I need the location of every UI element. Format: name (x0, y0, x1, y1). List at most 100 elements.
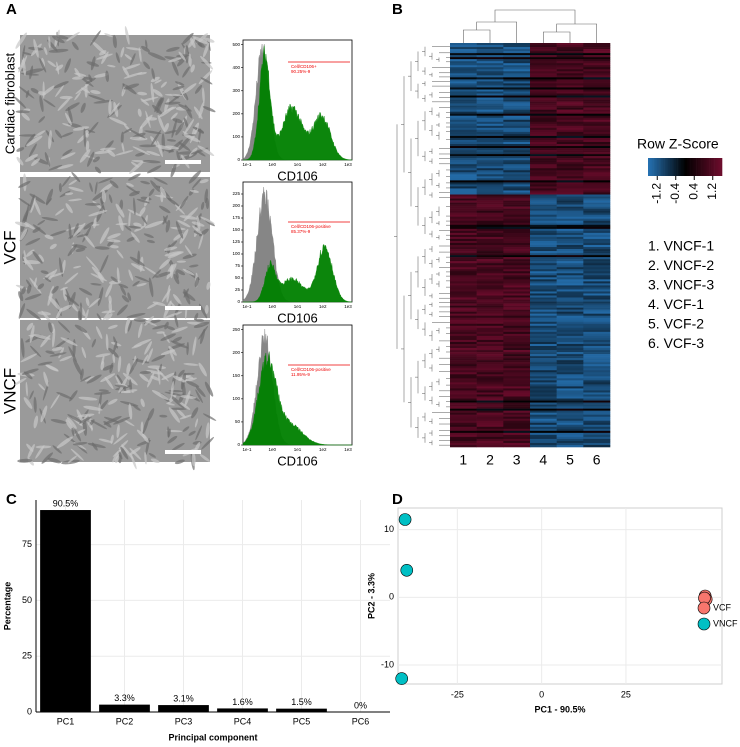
cell (151, 68, 155, 80)
heatmap-cell (530, 186, 557, 189)
heatmap-cell (530, 321, 557, 325)
heatmap-cell (556, 424, 584, 428)
heatmap-cell (503, 352, 531, 355)
heatmap-cell (450, 135, 477, 139)
heatmap-cell (503, 335, 531, 339)
heatmap-cell (583, 202, 611, 205)
heatmap-cell (530, 220, 557, 224)
cell (174, 204, 185, 215)
heatmap-cell (476, 438, 504, 442)
heatmap-cell (476, 188, 504, 191)
heatmap-cell (583, 150, 611, 153)
cell (194, 276, 200, 288)
heatmap-cell (556, 172, 584, 175)
heatmap-cell (530, 368, 557, 371)
heatmap-cell (503, 154, 531, 157)
heatmap-cell (503, 216, 531, 220)
cell (68, 346, 77, 363)
color-key (694, 158, 697, 176)
heatmap-cell (583, 162, 611, 165)
heatmap-cell (530, 125, 557, 129)
heatmap-cell (556, 129, 584, 133)
cell (86, 374, 102, 384)
heatmap-cell (530, 352, 557, 355)
cell (170, 163, 177, 178)
heatmap-cell (583, 170, 611, 173)
heatmap-cell (476, 164, 504, 167)
heatmap-cell (556, 125, 584, 129)
heatmap-cell (450, 242, 477, 246)
heatmap-cell (530, 414, 557, 417)
heatmap-cell (476, 83, 504, 86)
heatmap-cell (556, 43, 584, 46)
cell (52, 445, 62, 454)
cell (96, 53, 113, 60)
heatmap-cell (503, 160, 531, 163)
heatmap-cell (503, 131, 531, 135)
legend-label: VCF (713, 602, 732, 612)
heatmap-cell (530, 77, 557, 80)
color-key (648, 158, 651, 176)
heatmap-cell (583, 228, 611, 232)
cell (30, 345, 42, 358)
heatmap-cell (503, 364, 531, 367)
cell (152, 301, 166, 307)
cell (129, 379, 133, 393)
heatmap-cell (450, 424, 477, 428)
cell (108, 99, 112, 115)
heatmap-cell (583, 321, 611, 325)
heatmap-cell (503, 119, 531, 123)
heatmap-cell (556, 176, 584, 179)
heatmap-cell (450, 331, 477, 335)
x-tick-label: PC6 (352, 716, 370, 726)
y-tick-label: 10 (384, 524, 394, 534)
cell (113, 433, 128, 445)
color-key (659, 158, 662, 176)
cell (168, 346, 177, 356)
heatmap-cell (530, 400, 557, 403)
legend-tick-label: -0.4 (668, 183, 682, 204)
heatmap-cell (530, 416, 557, 420)
cell (109, 102, 120, 117)
heatmap-cell (583, 105, 611, 108)
heatmap-cell (476, 103, 504, 106)
heatmap-cell (583, 186, 611, 189)
heatmap-cell (476, 137, 504, 141)
heatmap-cell (556, 107, 584, 110)
heatmap-cell (503, 434, 531, 438)
heatmap-cell (450, 127, 477, 131)
cell (56, 61, 60, 75)
heatmap-cell (556, 366, 584, 369)
heatmap-cell (556, 392, 584, 395)
heatmap-cell (583, 176, 611, 179)
heatmap-cell (583, 319, 611, 323)
cell (144, 451, 147, 465)
cell (142, 417, 150, 434)
cell (165, 145, 179, 150)
cell (128, 225, 142, 229)
heatmap-cell (476, 133, 504, 137)
heatmap-cell (450, 152, 477, 155)
cell (133, 317, 147, 323)
heatmap-cell (556, 146, 584, 149)
heatmap-cell (530, 299, 557, 302)
cell (114, 455, 120, 464)
heatmap-cell (556, 273, 584, 276)
heatmap-cell (583, 440, 611, 444)
heatmap-cell (530, 154, 557, 157)
heatmap-cell (476, 148, 504, 151)
heatmap-cell (450, 303, 477, 306)
heatmap-cell (530, 75, 557, 78)
heatmap-cell (450, 79, 477, 82)
cell (113, 101, 119, 118)
heatmap-cell (450, 273, 477, 276)
heatmap-cell (450, 125, 477, 129)
heatmap-cell (583, 77, 611, 80)
heatmap-cell (503, 309, 531, 312)
cell (194, 418, 199, 428)
heatmap-cell (476, 267, 504, 270)
heatmap-cell (450, 354, 477, 357)
cell (164, 101, 181, 105)
heatmap-cell (476, 162, 504, 165)
cell (164, 311, 183, 319)
